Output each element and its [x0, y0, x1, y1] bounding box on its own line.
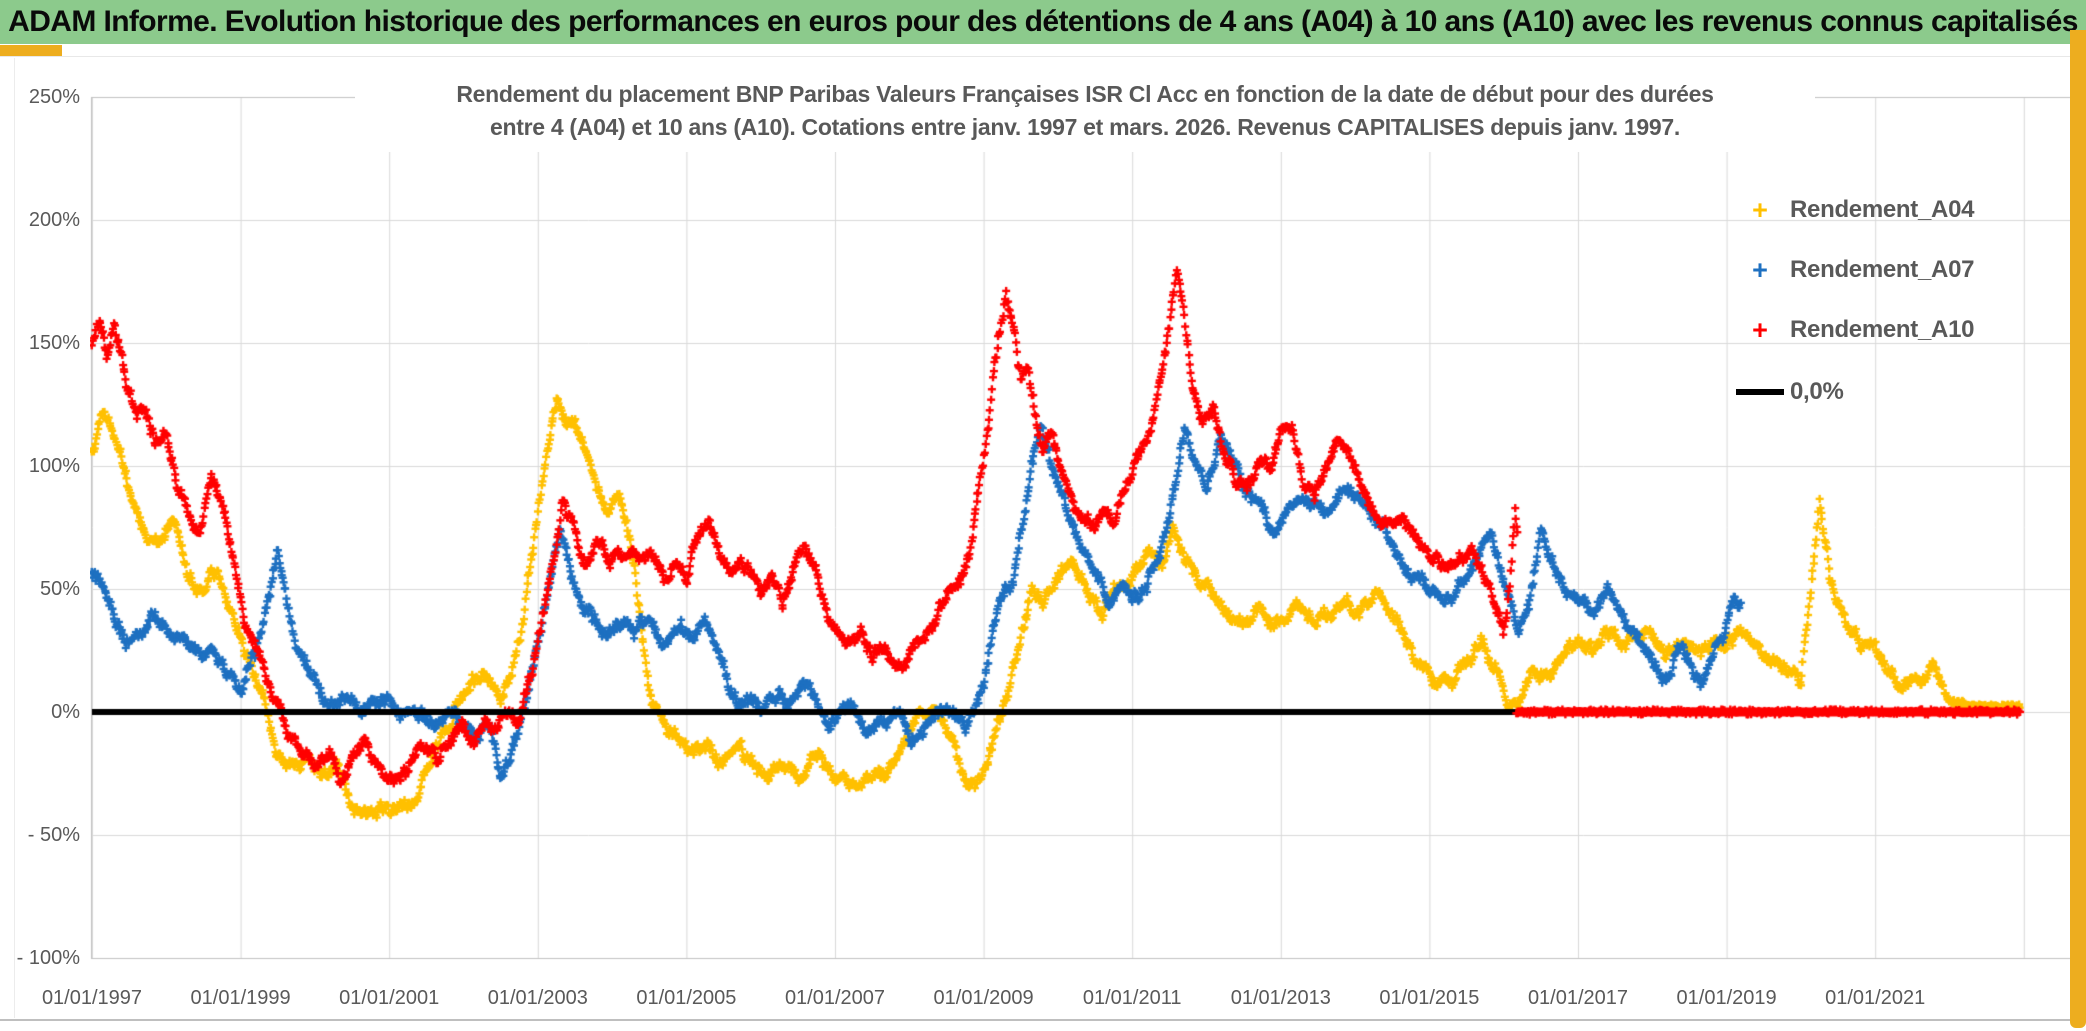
y-tick-label: 0% [51, 701, 80, 723]
y-tick-label: 200% [28, 209, 80, 231]
legend-label: Rendement_A07 [1790, 256, 1975, 283]
plus-icon: + [1752, 254, 1768, 285]
y-tick-label: - 50% [27, 824, 80, 846]
header-underline [0, 56, 2070, 57]
x-tick-label: 01/01/2015 [1379, 987, 1480, 1009]
x-tick-label: 01/01/2009 [933, 987, 1034, 1009]
x-tick-label: 01/01/1997 [41, 987, 143, 1009]
amber-accent-top-left [0, 45, 62, 56]
x-tick-label: 01/01/2019 [1676, 987, 1777, 1009]
y-tick-label: 150% [28, 332, 80, 354]
legend-item-zero-line[interactable]: 0,0% [1730, 368, 1844, 416]
zero-line-swatch [1736, 389, 1784, 395]
legend-label: 0,0% [1790, 378, 1844, 405]
right-edge-accent-bar [2070, 30, 2086, 1028]
x-tick-label: 01/01/2017 [1527, 987, 1629, 1009]
x-tick-label: 01/01/2003 [487, 987, 588, 1009]
x-tick-label: 01/01/2013 [1230, 987, 1331, 1009]
y-tick-label: 50% [39, 578, 80, 600]
x-tick-label: 01/01/2001 [339, 987, 440, 1009]
x-tick-label: 01/01/2021 [1825, 987, 1926, 1009]
x-tick-label: 01/01/2005 [636, 987, 737, 1009]
chart-canvas[interactable] [90, 95, 2082, 961]
legend-item-a10[interactable]: + Rendement_A10 [1730, 306, 1974, 354]
y-tick-label: 100% [28, 455, 80, 477]
legend-item-a07[interactable]: + Rendement_A07 [1730, 246, 1974, 294]
legend-label: Rendement_A04 [1790, 196, 1975, 223]
plus-icon: + [1752, 314, 1768, 345]
y-tick-label: - 100% [16, 947, 80, 969]
chart-title-line2: entre 4 (A04) et 10 ans (A10). Cotations… [489, 114, 1680, 140]
legend-item-a04[interactable]: + Rendement_A04 [1730, 186, 1974, 234]
plus-icon: + [1752, 194, 1768, 225]
x-tick-label: 01/01/2007 [784, 987, 886, 1009]
header-title: ADAM Informe. Evolution historique des p… [8, 5, 2078, 38]
y-tick-label: 250% [28, 86, 80, 108]
chart-title: Rendement du placement BNP Paribas Valeu… [355, 78, 1815, 152]
bottom-divider-line [0, 1019, 2070, 1021]
header-bar: ADAM Informe. Evolution historique des p… [0, 0, 2086, 44]
chart-title-line1: Rendement du placement BNP Paribas Valeu… [456, 81, 1714, 107]
x-tick-label: 01/01/2011 [1082, 987, 1182, 1009]
legend-label: Rendement_A10 [1790, 316, 1975, 343]
x-tick-label: 01/01/1999 [190, 987, 291, 1009]
sheet-edge-line [14, 58, 15, 1018]
